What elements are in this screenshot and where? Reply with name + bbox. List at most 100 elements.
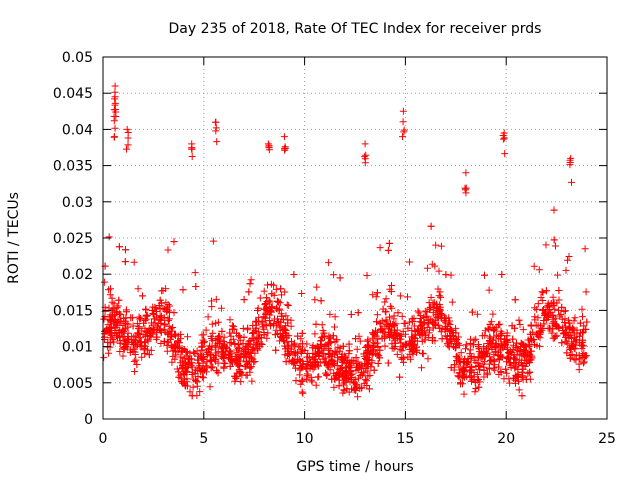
data-point (485, 286, 493, 294)
data-point (436, 324, 444, 332)
data-point (199, 367, 207, 375)
data-point (244, 324, 252, 332)
data-point (121, 340, 129, 348)
data-point (260, 331, 268, 339)
data-points (100, 82, 591, 401)
data-point (571, 314, 579, 322)
data-point (209, 363, 217, 371)
data-point (241, 362, 249, 370)
data-point (414, 307, 422, 315)
data-point (422, 312, 430, 320)
data-point (247, 276, 255, 284)
data-point (318, 321, 326, 329)
data-point (526, 368, 534, 376)
data-point (272, 346, 280, 354)
data-point (561, 319, 569, 327)
data-point (445, 338, 453, 346)
data-point (254, 304, 262, 312)
data-point (107, 324, 115, 332)
data-point (263, 294, 270, 302)
data-point (331, 338, 339, 346)
data-point (388, 304, 396, 312)
data-point (533, 305, 541, 313)
data-point (382, 308, 390, 316)
data-point (339, 389, 347, 397)
data-point (360, 369, 368, 377)
data-point (370, 330, 378, 338)
data-point (153, 333, 161, 341)
data-point (125, 335, 133, 343)
data-point (456, 359, 464, 367)
data-point (357, 364, 365, 372)
data-point (208, 357, 216, 365)
data-point (352, 360, 360, 367)
data-point (330, 383, 338, 391)
data-point (116, 348, 124, 355)
data-point (170, 238, 178, 246)
data-point (515, 316, 523, 324)
data-point (424, 316, 432, 324)
data-point (568, 342, 576, 350)
data-point (564, 316, 572, 324)
data-point (199, 374, 207, 382)
data-point (447, 364, 455, 372)
data-point (400, 128, 408, 136)
data-point (111, 82, 119, 90)
data-point (531, 316, 539, 324)
data-point (248, 377, 256, 385)
data-point (540, 317, 548, 324)
data-point (173, 365, 181, 373)
data-point (569, 342, 577, 350)
data-point (485, 326, 493, 333)
data-point (144, 337, 152, 345)
data-point (352, 386, 360, 394)
data-point (566, 156, 574, 164)
data-point (325, 259, 333, 267)
data-point (280, 133, 288, 141)
data-point (138, 342, 146, 350)
data-point (524, 336, 532, 344)
data-point (225, 354, 232, 362)
data-point (168, 358, 176, 366)
data-point (386, 302, 394, 310)
data-point (516, 321, 524, 328)
data-point (402, 330, 409, 338)
data-point (364, 360, 372, 368)
data-point (292, 364, 299, 372)
data-point (188, 363, 196, 371)
data-point (504, 338, 512, 346)
data-point (247, 363, 255, 371)
data-point (338, 359, 346, 366)
data-point (170, 309, 178, 317)
data-point (178, 347, 186, 355)
data-point (511, 324, 519, 332)
data-point (542, 287, 550, 295)
data-point (515, 377, 522, 385)
data-point (325, 339, 333, 347)
data-point (484, 324, 492, 332)
data-point (399, 133, 406, 141)
data-point (576, 319, 584, 327)
data-point (568, 178, 575, 186)
data-point (167, 333, 175, 341)
data-point (212, 295, 220, 303)
data-point (536, 342, 544, 350)
data-point (281, 144, 289, 152)
data-point (105, 233, 113, 241)
data-point (114, 302, 122, 310)
data-point (471, 388, 479, 396)
data-point (259, 323, 267, 331)
data-point (307, 362, 315, 370)
data-point (191, 350, 199, 357)
data-point (172, 351, 180, 359)
data-point (404, 353, 412, 361)
data-point (307, 373, 315, 381)
data-point (317, 334, 325, 342)
data-point (416, 331, 424, 339)
data-point (413, 348, 420, 356)
data-point (207, 364, 215, 372)
data-point (474, 359, 482, 367)
data-point (146, 329, 154, 337)
data-point (565, 324, 573, 332)
data-point (481, 331, 489, 339)
